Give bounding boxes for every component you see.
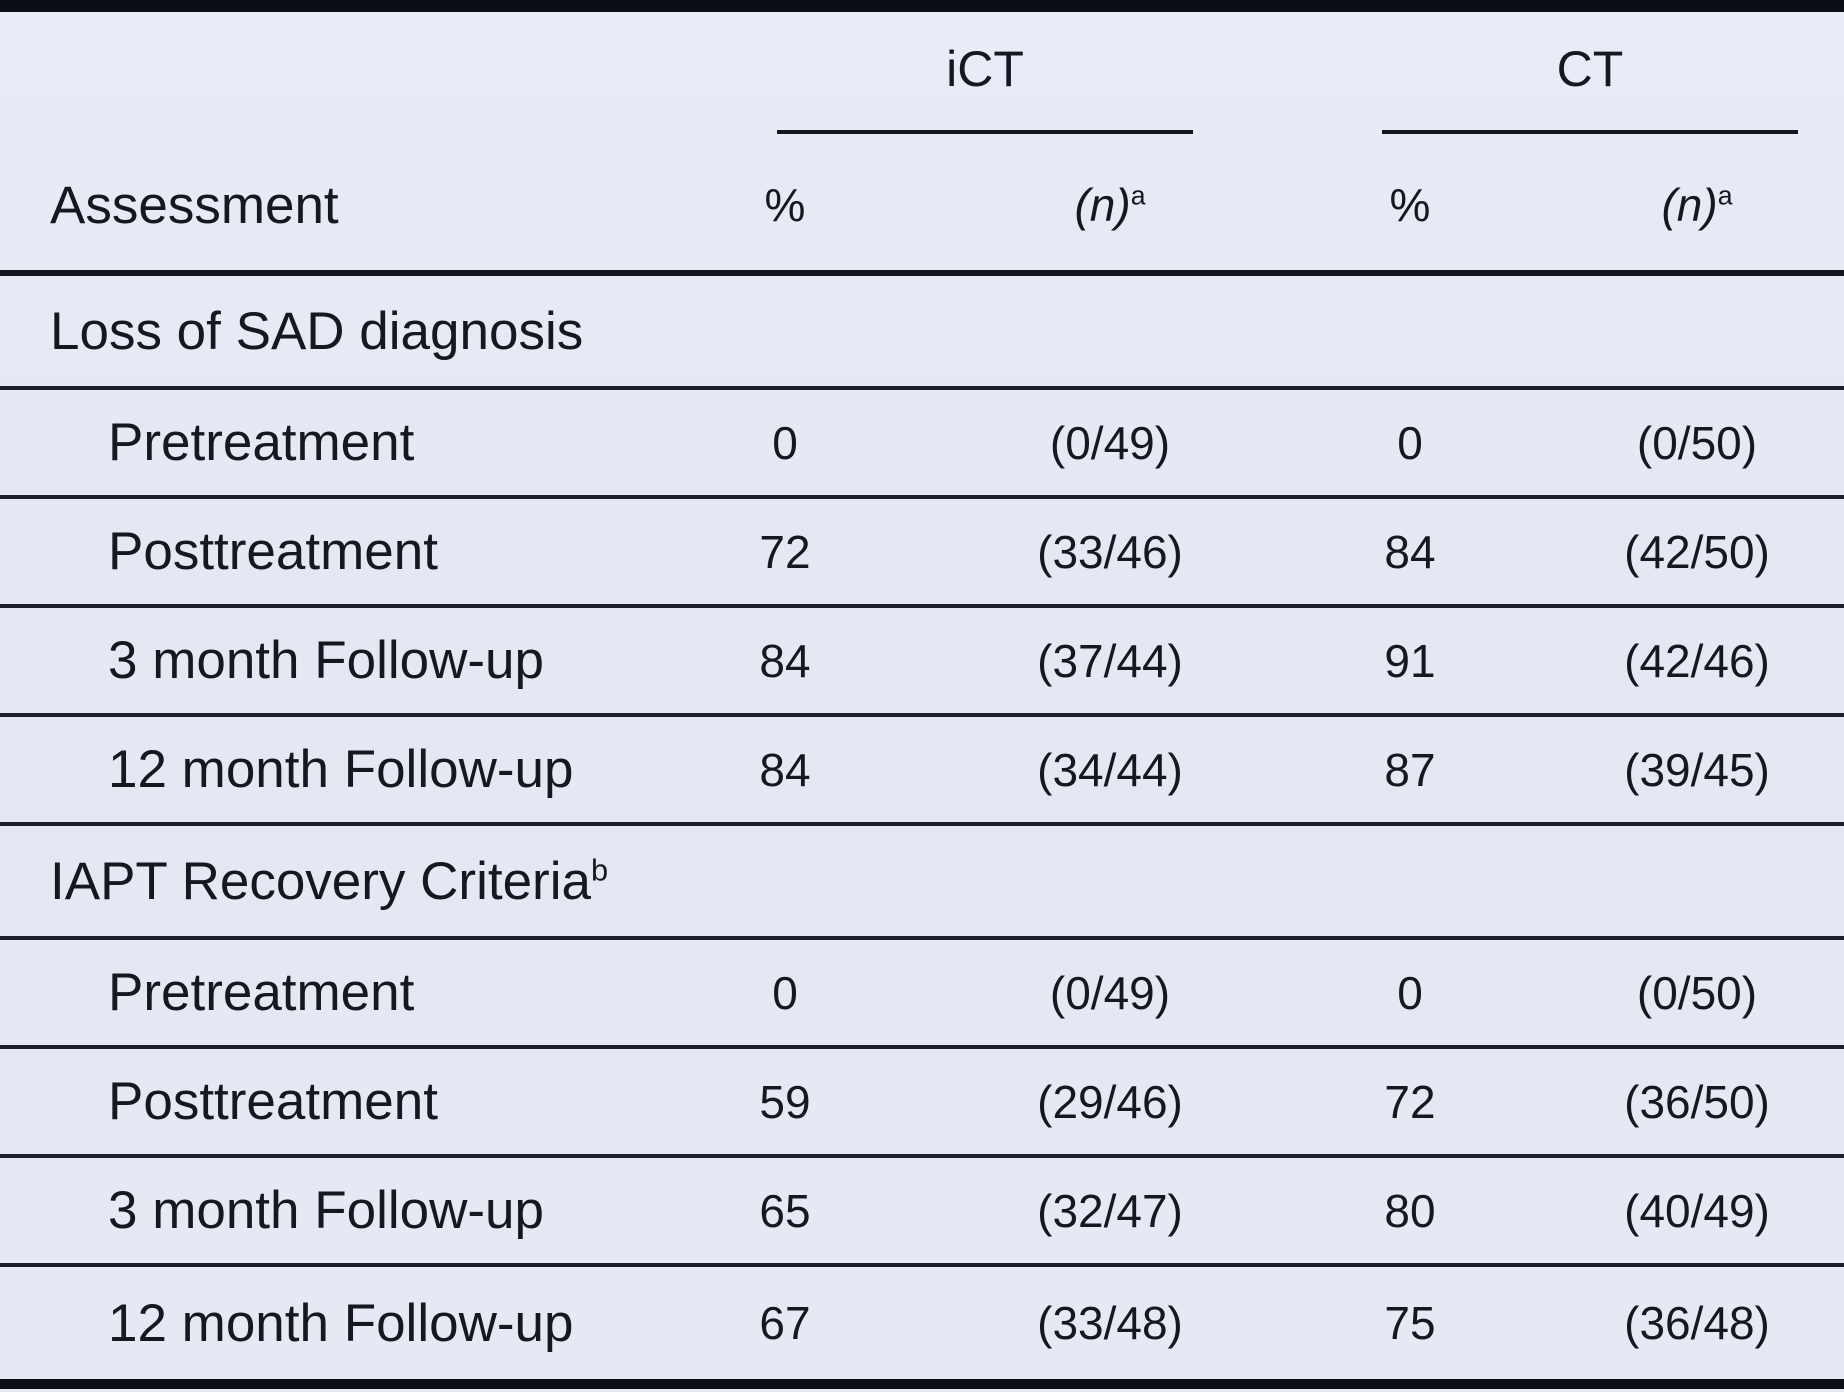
group-header-ct-cell: CT [1270, 6, 1844, 140]
row-label: Pretreatment [0, 938, 620, 1049]
n-ict-cell: (37/44) [950, 606, 1270, 717]
pct-ict-cell: 72 [620, 497, 950, 608]
table-row: 12 month Follow-up 67 (33/48) 75 (36/48) [0, 1265, 1844, 1384]
n-ct-cell: (40/49) [1550, 1156, 1844, 1267]
table-row: Posttreatment 59 (29/46) 72 (36/50) [0, 1047, 1844, 1158]
empty-header-cell [0, 6, 620, 140]
pct-ict-cell: 65 [620, 1156, 950, 1267]
pct-ct-cell: 72 [1270, 1047, 1550, 1158]
group-header-ct: CT [1382, 44, 1798, 140]
n-symbol: (n) [1074, 179, 1131, 231]
row-label: Posttreatment [0, 1047, 620, 1158]
pct-ict-cell: 84 [620, 606, 950, 717]
table-group-header-row: iCT CT [0, 6, 1844, 140]
table-row: 3 month Follow-up 65 (32/47) 80 (40/49) [0, 1156, 1844, 1267]
pct-ct-cell: 75 [1384, 1297, 1436, 1349]
n-ict-cell: (0/49) [950, 938, 1270, 1049]
pct-ct-cell: 80 [1270, 1156, 1550, 1267]
section-row-loss-of-sad: Loss of SAD diagnosis [0, 273, 1844, 390]
pct-ict-cell: 0 [620, 388, 950, 499]
row-label: 12 month Follow-up [108, 1293, 574, 1353]
n-ct-cell: (36/48) [1624, 1297, 1770, 1349]
col-header-n-ct: (n)a [1550, 140, 1844, 276]
table-row: 12 month Follow-up 84 (34/44) 87 (39/45) [0, 715, 1844, 826]
footnote-marker-b: b [590, 851, 609, 887]
pct-ict-cell: 67 [759, 1297, 811, 1349]
n-ict-cell: (34/44) [950, 715, 1270, 826]
section-row-iapt-recovery: IAPT Recovery Criteriab [0, 824, 1844, 940]
col-header-pct-ict: % [620, 140, 950, 276]
n-ict-cell: (33/46) [950, 497, 1270, 608]
col-header-n-ict: (n)a [950, 140, 1270, 276]
n-ct-cell: (42/46) [1550, 606, 1844, 717]
pct-ct-cell: 91 [1270, 606, 1550, 717]
n-ct-cell: (39/45) [1550, 715, 1844, 826]
group-header-ict-cell: iCT [620, 6, 1270, 140]
row-label: 3 month Follow-up [0, 1156, 620, 1267]
group-label-ict: iCT [946, 41, 1024, 97]
group-underline-ict [777, 130, 1193, 134]
group-label-ct: CT [1556, 41, 1624, 97]
table-row: Pretreatment 0 (0/49) 0 (0/50) [0, 388, 1844, 499]
row-label: Posttreatment [0, 497, 620, 608]
col-header-pct-ct: % [1270, 140, 1550, 276]
group-header-ict: iCT [777, 44, 1193, 140]
pct-ct-cell: 0 [1270, 388, 1550, 499]
n-ct-cell: (0/50) [1550, 938, 1844, 1049]
col-header-assessment: Assessment [0, 140, 620, 276]
n-ct-cell: (36/50) [1550, 1047, 1844, 1158]
n-ct-cell: (42/50) [1550, 497, 1844, 608]
n-ict-cell: (33/48) [1037, 1297, 1183, 1349]
table-row: 3 month Follow-up 84 (37/44) 91 (42/46) [0, 606, 1844, 717]
section-label: IAPT Recovery Criteriab [0, 824, 1844, 940]
table-row: Pretreatment 0 (0/49) 0 (0/50) [0, 938, 1844, 1049]
footnote-marker-a: a [1717, 180, 1733, 211]
row-label: Pretreatment [0, 388, 620, 499]
pct-ct-cell: 87 [1270, 715, 1550, 826]
n-ict-cell: (29/46) [950, 1047, 1270, 1158]
pct-ict-cell: 59 [620, 1047, 950, 1158]
pct-ict-cell: 0 [620, 938, 950, 1049]
n-ict-cell: (32/47) [950, 1156, 1270, 1267]
pct-ict-cell: 84 [620, 715, 950, 826]
group-underline-ct [1382, 130, 1798, 134]
table-subheader-row: Assessment % (n)a % (n)a [0, 140, 1844, 276]
pct-ct-cell: 84 [1270, 497, 1550, 608]
row-label: 12 month Follow-up [0, 715, 620, 826]
n-ict-cell: (0/49) [950, 388, 1270, 499]
n-symbol: (n) [1661, 179, 1718, 231]
pct-ct-cell: 0 [1270, 938, 1550, 1049]
section-label: Loss of SAD diagnosis [0, 273, 1844, 390]
footnote-marker-a: a [1130, 180, 1146, 211]
n-ct-cell: (0/50) [1550, 388, 1844, 499]
row-label: 3 month Follow-up [0, 606, 620, 717]
table-row: Posttreatment 72 (33/46) 84 (42/50) [0, 497, 1844, 608]
